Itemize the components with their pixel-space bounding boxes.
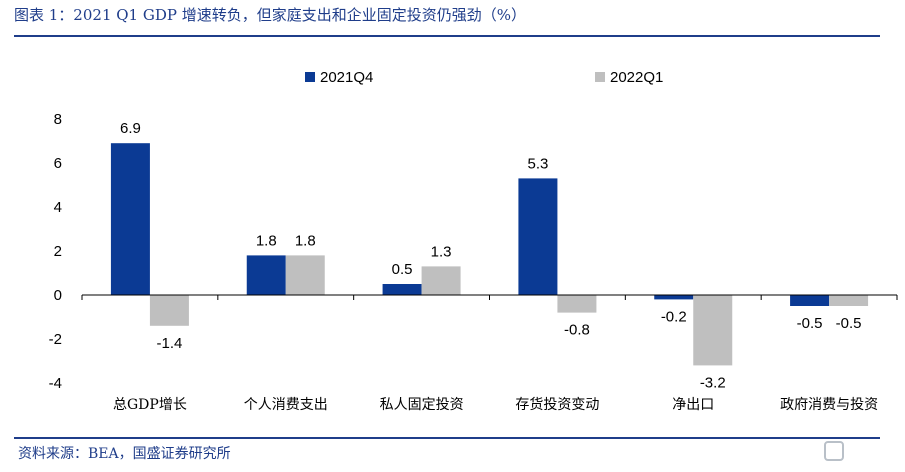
legend-swatch-2022Q1 (595, 72, 605, 82)
chart-title: 图表 1：2021 Q1 GDP 增速转负，但家庭支出和企业固定投资仍强劲（%） (14, 6, 526, 24)
x-category-label: 政府消费与投资 (780, 397, 878, 413)
y-axis: -4 -2 0 2 4 6 8 (49, 111, 62, 392)
bar-2022Q1-4 (693, 295, 733, 366)
bar-2021Q4-1 (246, 255, 286, 295)
bar-2021Q4-2 (382, 284, 422, 295)
x-category-label: 总GDP增长 (113, 397, 187, 413)
watermark-logo (824, 441, 884, 469)
x-category-label: 存货投资变动 (515, 396, 599, 413)
data-label: -0.5 (836, 315, 862, 332)
data-labels: 6.9 -1.4 1.8 1.8 0.5 1.3 5.3 -0.8 -0.2 -3.2 -0.5 -0… (120, 120, 862, 391)
data-label: -0.2 (661, 308, 687, 325)
bar-2022Q1-0 (149, 295, 189, 326)
bar-2022Q1-2 (421, 266, 461, 295)
data-label: -0.5 (797, 315, 823, 332)
legend-label-2021Q4: 2021Q4 (320, 69, 373, 86)
x-category-label: 个人消费支出 (244, 397, 328, 413)
y-tick-label: -2 (49, 331, 62, 348)
bar-2021Q4-5 (790, 295, 830, 306)
bars (110, 143, 869, 366)
watermark-icon (824, 441, 844, 461)
data-label: -1.4 (156, 335, 182, 352)
bar-2021Q4-0 (110, 143, 150, 295)
bar-2021Q4-4 (654, 295, 694, 300)
data-label: 0.5 (392, 261, 413, 278)
y-tick-label: -4 (49, 375, 62, 392)
legend-swatch-2021Q4 (305, 72, 315, 82)
data-label: 1.3 (431, 243, 452, 260)
legend: 2021Q4 2022Q1 (305, 69, 663, 86)
y-tick-label: 4 (54, 199, 62, 216)
top-divider (14, 35, 880, 37)
x-category-label: 净出口 (672, 397, 714, 413)
y-tick-label: 0 (54, 287, 62, 304)
data-label: 6.9 (120, 120, 141, 137)
y-tick-label: 6 (54, 155, 62, 172)
legend-label-2022Q1: 2022Q1 (610, 69, 663, 86)
data-label: -0.8 (564, 322, 590, 339)
bar-2022Q1-3 (557, 295, 597, 313)
data-label: 1.8 (256, 232, 277, 249)
y-tick-label: 8 (54, 111, 62, 128)
x-axis: 总GDP增长 个人消费支出 私人固定投资 存货投资变动 净出口 政府消费与投资 (81, 294, 898, 413)
data-label: -3.2 (700, 374, 726, 391)
bar-2021Q4-3 (518, 178, 558, 295)
bottom-divider (14, 437, 880, 439)
data-label: 5.3 (527, 155, 548, 172)
x-category-label: 私人固定投资 (380, 397, 464, 413)
bar-2022Q1-5 (829, 295, 869, 306)
bar-2022Q1-1 (285, 255, 325, 295)
data-label: 1.8 (295, 232, 316, 249)
source-note: 资料来源：BEA，国盛证券研究所 (18, 446, 231, 462)
y-tick-label: 2 (54, 243, 62, 260)
